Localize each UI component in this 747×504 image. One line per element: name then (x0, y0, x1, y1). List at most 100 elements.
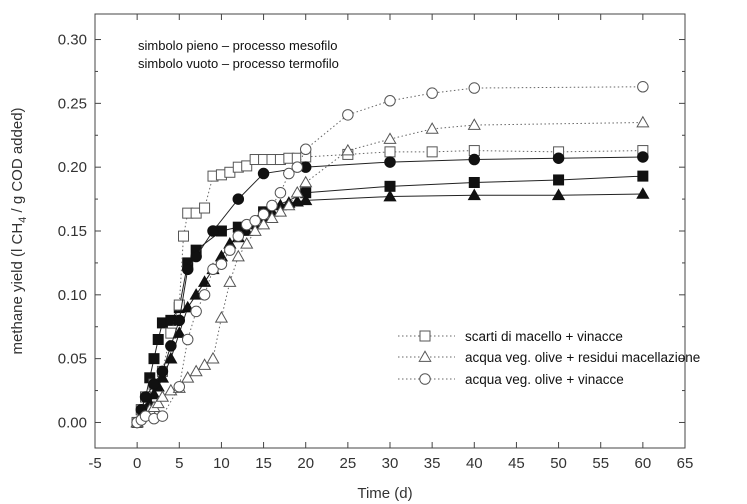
data-point-triangle-open (383, 132, 397, 144)
data-point-circle-filled (468, 153, 481, 166)
data-point-circle-filled (384, 156, 396, 168)
y-tick-label: 0.20 (58, 159, 87, 176)
series-layer (130, 81, 650, 429)
y-tick-label: 0.05 (58, 351, 87, 368)
data-point-triangle-open (467, 118, 481, 130)
data-point-triangle-open (282, 198, 296, 211)
x-tick-label: 55 (592, 455, 609, 472)
data-point-circle-open (637, 81, 649, 93)
data-point-circle-filled (257, 167, 270, 180)
x-axis-title: Time (d) (357, 485, 412, 502)
series-circle-filled (131, 151, 649, 429)
data-point-triangle-open (290, 185, 304, 198)
data-point-triangle-open (240, 237, 254, 249)
y-tick-label: 0.25 (58, 95, 87, 112)
data-point-triangle-filled (299, 193, 313, 206)
y-axis: 0.00 0.05 0.10 0.15 0.20 0.25 0.30 (58, 32, 685, 431)
legend-label-square: scarti di macello + vinacce (465, 329, 623, 344)
data-point-square-open (178, 230, 189, 242)
data-point-triangle-filled (197, 275, 212, 287)
data-point-triangle-open (265, 211, 279, 224)
data-point-circle-filled (156, 365, 169, 378)
y-axis-title: methane yield (l CH4 / g COD added) (9, 107, 29, 354)
data-point-triangle-open (299, 175, 313, 188)
data-point-square-open (426, 146, 438, 158)
data-point-triangle-filled (551, 188, 566, 201)
y-axis-title-subscript: 4 (17, 217, 29, 223)
x-tick-label: 35 (424, 455, 441, 472)
data-point-circle-open (299, 143, 312, 156)
x-tick-label: 65 (677, 455, 694, 472)
data-point-triangle-open (223, 275, 237, 287)
x-tick-label: 45 (508, 455, 525, 472)
data-point-circle-filled (165, 340, 177, 352)
series-line (136, 122, 643, 423)
x-tick-label: 40 (466, 455, 483, 472)
data-point-triangle-open (273, 205, 288, 217)
data-point-circle-open (257, 208, 270, 221)
data-point-triangle-open (231, 249, 245, 262)
data-point-circle-open (266, 199, 278, 212)
data-point-triangle-filled (164, 351, 178, 364)
y-tick-label: 0.30 (58, 32, 87, 49)
data-point-circle-open (283, 167, 295, 180)
legend-marker-square (419, 330, 431, 342)
x-tick-label: 20 (297, 455, 314, 472)
data-point-triangle-filled (383, 189, 397, 202)
data-point-circle-open (207, 263, 219, 276)
data-point-circle-open (291, 161, 304, 173)
data-point-circle-open (249, 215, 261, 227)
data-point-square-filled (148, 353, 160, 365)
data-point-triangle-open (155, 390, 170, 402)
legend-marker-triangle (418, 350, 432, 362)
data-point-triangle-open (248, 224, 262, 236)
data-point-triangle-filled (467, 188, 481, 201)
data-point-triangle-open (151, 396, 165, 409)
data-point-triangle-open (256, 217, 271, 230)
data-point-circle-open (468, 82, 481, 94)
data-point-square-filled (553, 174, 565, 186)
x-tick-label: -5 (88, 455, 101, 472)
data-point-circle-open (173, 380, 186, 393)
data-point-circle-open (224, 244, 236, 256)
data-point-square-open (173, 299, 185, 311)
data-point-triangle-open (214, 311, 229, 323)
legend-marker-circle (419, 373, 431, 385)
x-tick-label: 10 (213, 455, 230, 472)
data-point-circle-open (384, 95, 396, 107)
data-point-circle-open (232, 230, 245, 242)
data-point-square-filled (637, 170, 649, 182)
x-tick-label: 25 (340, 455, 357, 472)
y-tick-label: 0.15 (58, 223, 87, 240)
data-point-circle-filled (181, 263, 194, 276)
data-point-square-open (384, 146, 396, 158)
x-tick-label: 15 (255, 455, 272, 472)
data-point-triangle-filled (636, 187, 650, 199)
data-point-triangle-open (341, 143, 355, 156)
x-tick-label: 0 (133, 455, 141, 472)
data-point-triangle-open (197, 358, 212, 370)
x-axis: -5 0 5 10 15 20 25 30 35 40 45 50 55 60 65 (88, 14, 693, 472)
x-tick-label: 30 (382, 455, 399, 472)
data-point-circle-filled (552, 152, 565, 164)
data-point-triangle-open (181, 371, 195, 383)
y-tick-label: 0.00 (58, 414, 87, 431)
data-point-square-filled (152, 334, 164, 345)
y-axis-title-part-2: / g COD added) (9, 107, 26, 216)
data-point-square-open (199, 202, 211, 214)
data-point-triangle-filled (172, 326, 186, 338)
data-point-circle-filled (190, 250, 202, 263)
data-point-circle-filled (139, 391, 152, 403)
data-point-circle-open (198, 289, 211, 301)
data-point-triangle-filled (181, 300, 195, 313)
data-point-circle-open (181, 333, 194, 346)
x-tick-label: 50 (550, 455, 567, 472)
data-point-square-open (241, 160, 253, 172)
y-axis-title-part-1: methane yield (l CH (9, 223, 26, 355)
legend-label-triangle: acqua veg. olive + residui macellazione (465, 350, 700, 365)
series-circle-open (131, 81, 649, 429)
data-point-triangle-open (425, 122, 439, 134)
series-triangle-filled (130, 187, 650, 428)
x-tick-label: 60 (635, 455, 652, 472)
data-point-circle-filled (148, 378, 160, 390)
